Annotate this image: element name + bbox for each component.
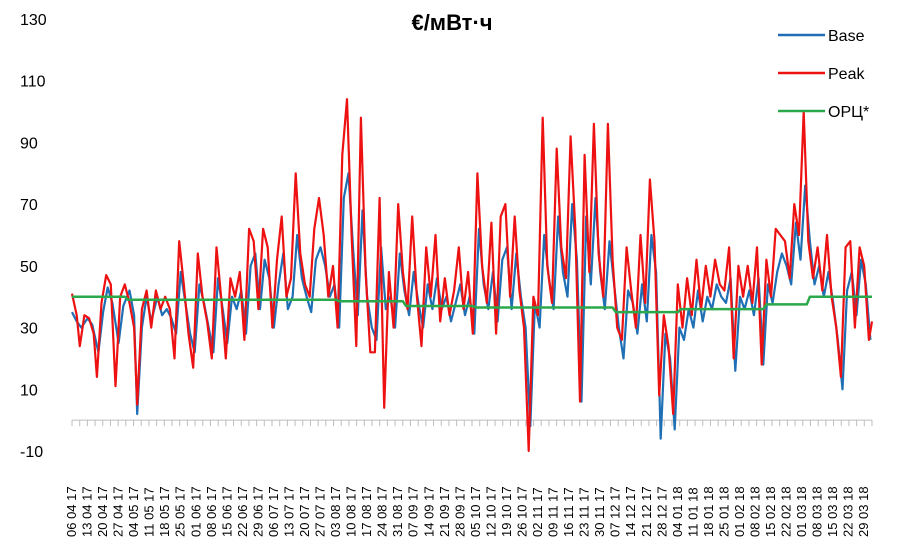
y-tick-label: 70 xyxy=(20,197,38,214)
x-tick-label: 16 11 17 xyxy=(561,487,576,537)
x-tick-label: 04 01 18 xyxy=(670,486,685,537)
y-tick-label: 10 xyxy=(20,382,38,399)
x-tick-label: 01 06 17 xyxy=(188,486,203,537)
x-tick-label: 08 06 17 xyxy=(204,486,219,537)
x-tick-label: 28 09 17 xyxy=(452,486,467,537)
x-tick-label: 08 02 18 xyxy=(747,486,762,537)
x-tick-label: 19 10 17 xyxy=(499,486,514,537)
y-tick-label: 30 xyxy=(20,321,38,338)
y-tick-label: 50 xyxy=(20,259,38,276)
legend: Base Peak ОРЦ* xyxy=(778,28,869,121)
x-tick-label: 26 10 17 xyxy=(514,486,529,537)
x-tick-label: 06 04 17 xyxy=(64,486,79,537)
x-tick-label: 11 05 17 xyxy=(142,487,157,537)
x-tick-label: 13 07 17 xyxy=(281,486,296,537)
x-tick-label: 18 05 17 xyxy=(157,486,172,537)
x-tick-label: 22 06 17 xyxy=(235,486,250,537)
x-tick-label: 31 08 17 xyxy=(390,486,405,537)
x-tick-label: 17 08 17 xyxy=(359,486,374,537)
x-tick-label: 15 06 17 xyxy=(219,486,234,537)
x-tick-label: 07 09 17 xyxy=(406,486,421,537)
y-tick-label: 90 xyxy=(20,135,38,152)
x-tick-label: 09 11 17 xyxy=(546,487,561,537)
y-tick-label: 130 xyxy=(20,12,47,29)
legend-label: ОРЦ* xyxy=(828,104,869,121)
x-tick-label: 11 01 18 xyxy=(685,487,700,537)
x-tick-label: 25 05 17 xyxy=(173,486,188,537)
x-tick-label: 30 11 17 xyxy=(592,487,607,537)
x-tick-label: 29 03 18 xyxy=(856,486,871,537)
x-tick-label: 22 02 18 xyxy=(779,486,794,537)
x-tick-label: 01 03 18 xyxy=(794,486,809,537)
plot-series xyxy=(70,98,874,453)
x-tick-label: 04 05 17 xyxy=(126,486,141,537)
x-tick-label: 28 12 17 xyxy=(654,486,669,537)
x-tick-label: 27 04 17 xyxy=(111,486,126,537)
x-tick-label: 20 07 17 xyxy=(297,486,312,537)
x-tick-label: 12 10 17 xyxy=(483,486,498,537)
x-tick-label: 01 02 18 xyxy=(732,486,747,537)
series-line-peak xyxy=(70,98,874,453)
x-axis: 06 04 17 13 04 17 20 04 17 27 04 17 04 05 17… xyxy=(64,419,873,537)
x-tick-label: 20 04 17 xyxy=(95,486,110,537)
y-tick-label: -10 xyxy=(20,444,43,461)
legend-label: Base xyxy=(828,28,865,45)
x-tick-label: 21 12 17 xyxy=(639,486,654,537)
x-tick-label: 13 04 17 xyxy=(80,486,95,537)
x-tick-label: 18 01 18 xyxy=(701,486,716,537)
x-tick-label: 15 03 18 xyxy=(825,486,840,537)
series-line-base xyxy=(71,172,872,440)
x-tick-label: 25 01 18 xyxy=(716,486,731,537)
x-tick-label: 06 07 17 xyxy=(266,486,281,537)
x-tick-label: 07 12 17 xyxy=(608,486,623,537)
chart-title: €/мВт·ч xyxy=(411,10,492,35)
x-tick-label: 29 06 17 xyxy=(250,486,265,537)
x-tick-label: 21 09 17 xyxy=(437,486,452,537)
y-axis: -10 10 30 50 70 90 110 130 xyxy=(20,12,47,461)
legend-label: Peak xyxy=(828,66,865,83)
x-tick-label: 22 03 18 xyxy=(841,486,856,537)
x-tick-label: 02 11 17 xyxy=(530,487,545,537)
x-tick-label: 14 12 17 xyxy=(623,486,638,537)
series-line-орц xyxy=(72,295,872,314)
x-tick-label: 10 08 17 xyxy=(344,486,359,537)
x-tick-label: 27 07 17 xyxy=(313,486,328,537)
x-tick-label: 03 08 17 xyxy=(328,486,343,537)
x-tick-label: 05 10 17 xyxy=(468,486,483,537)
x-tick-label: 15 02 18 xyxy=(763,486,778,537)
y-tick-label: 110 xyxy=(20,74,46,91)
x-tick-label: 08 03 18 xyxy=(810,486,825,537)
x-tick-label: 24 08 17 xyxy=(375,486,390,537)
x-tick-label: 23 11 17 xyxy=(577,487,592,537)
x-tick-label: 14 09 17 xyxy=(421,486,436,537)
